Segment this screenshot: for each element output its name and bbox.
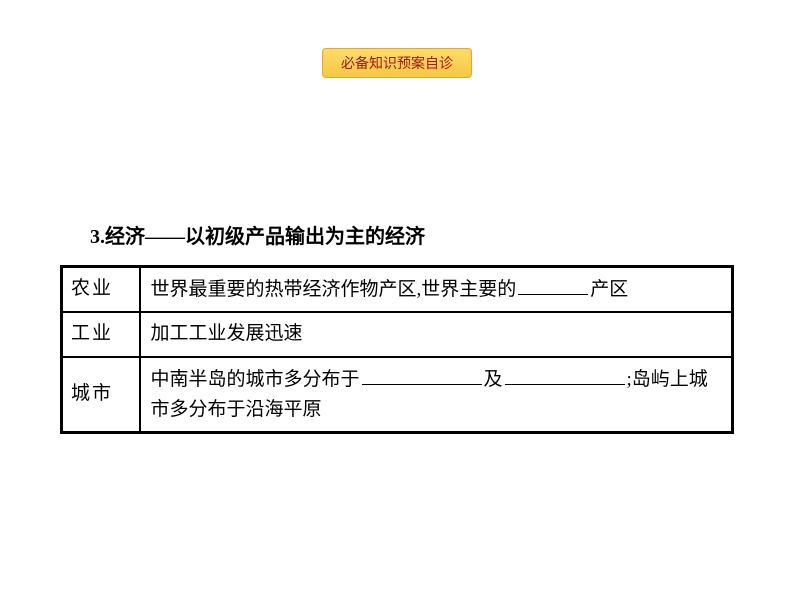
economy-table: 农业 世界最重要的热带经济作物产区,世界主要的 产区 工业 加工工业发展迅速 城市… [60, 265, 734, 434]
row-content-agriculture: 世界最重要的热带经济作物产区,世界主要的 产区 [140, 267, 733, 313]
table-row: 农业 世界最重要的热带经济作物产区,世界主要的 产区 [62, 267, 733, 313]
text-part: 世界最重要的热带经济作物产区,世界主要的 [151, 279, 517, 300]
table-row: 城市 中南半岛的城市多分布于及;岛屿上城市多分布于沿海平原 [62, 357, 733, 433]
section-title-prefix: .经济—— [100, 226, 185, 248]
fill-blank[interactable] [518, 274, 588, 295]
table-row: 工业 加工工业发展迅速 [62, 312, 733, 356]
row-label-industry: 工业 [62, 312, 140, 356]
text-part: 及 [484, 369, 503, 390]
text-part: 中南半岛的城市多分布于 [151, 369, 360, 390]
badge-text: 必备知识预案自诊 [341, 55, 453, 71]
header-badge: 必备知识预案自诊 [322, 48, 472, 78]
section-title-main: 以初级产品输出为主的经济 [185, 226, 425, 248]
row-label-agriculture: 农业 [62, 267, 140, 313]
fill-blank[interactable] [505, 364, 625, 385]
text-part: 加工工业发展迅速 [151, 323, 303, 344]
content-area: 3.经济——以初级产品输出为主的经济 农业 世界最重要的热带经济作物产区,世界主… [60, 220, 734, 434]
row-content-industry: 加工工业发展迅速 [140, 312, 733, 356]
section-title: 3.经济——以初级产品输出为主的经济 [90, 220, 734, 249]
row-content-city: 中南半岛的城市多分布于及;岛屿上城市多分布于沿海平原 [140, 357, 733, 433]
text-part: 产区 [590, 279, 628, 300]
fill-blank[interactable] [362, 364, 482, 385]
row-label-city: 城市 [62, 357, 140, 433]
section-number: 3 [90, 226, 100, 248]
